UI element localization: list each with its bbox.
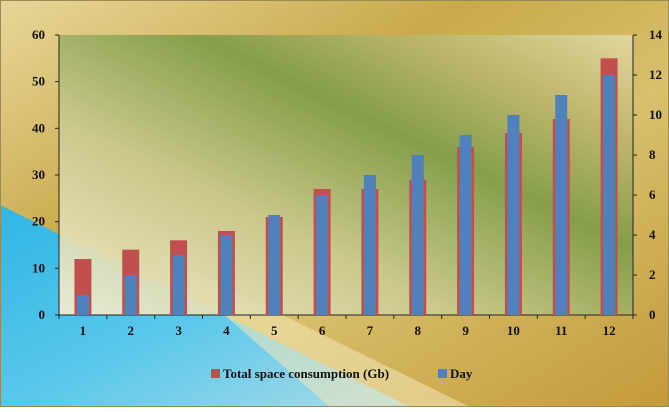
x-tick-label: 7: [367, 323, 374, 338]
right-tick-label: 6: [649, 187, 656, 202]
bar-day: [363, 175, 376, 315]
x-tick-label: 9: [462, 323, 469, 338]
right-tick-label: 12: [649, 67, 662, 82]
left-axis-ticks: 0 10 20 30 40 50 60: [32, 27, 59, 322]
right-tick-label: 4: [649, 227, 656, 242]
bar-day: [316, 195, 329, 315]
right-tick-label: 8: [649, 147, 656, 162]
right-axis-ticks: 0 2 4 6 8 10 12 14: [633, 27, 663, 322]
left-tick-label: 0: [39, 307, 46, 322]
x-tick-label: 4: [223, 323, 230, 338]
bar-day: [220, 235, 233, 315]
right-tick-label: 2: [649, 267, 656, 282]
x-tick-label: 6: [319, 323, 326, 338]
right-tick-label: 10: [649, 107, 662, 122]
bar-day: [459, 135, 472, 315]
legend: Total space consumption (Gb) Day: [211, 366, 473, 381]
legend-label-total-space: Total space consumption (Gb): [223, 366, 389, 381]
right-tick-label: 0: [649, 307, 656, 322]
left-tick-label: 40: [32, 120, 45, 135]
plot-area: [59, 35, 633, 315]
x-tick-label: 10: [507, 323, 520, 338]
legend-label-day: Day: [450, 366, 473, 381]
bar-day: [268, 215, 281, 315]
x-tick-label: 2: [128, 323, 135, 338]
bar-day: [411, 155, 424, 315]
left-tick-label: 20: [32, 214, 45, 229]
left-tick-label: 10: [32, 260, 45, 275]
left-tick-label: 50: [32, 74, 45, 89]
left-tick-label: 30: [32, 167, 45, 182]
right-tick-label: 14: [649, 27, 663, 42]
bar-day: [507, 115, 520, 315]
x-tick-label: 11: [555, 323, 567, 338]
bar-day: [555, 95, 568, 315]
bar-day: [76, 295, 89, 315]
x-tick-label: 8: [415, 323, 422, 338]
bar-day: [124, 275, 137, 315]
x-tick-label: 12: [603, 323, 616, 338]
x-tick-label: 5: [271, 323, 278, 338]
left-tick-label: 60: [32, 27, 45, 42]
x-tick-label: 3: [175, 323, 182, 338]
series-day-bars: [76, 75, 616, 315]
x-axis-ticks: 1 2 3 4 5 6 7 8 9 10 11 12: [58, 315, 634, 338]
legend-swatch-total-space: [211, 369, 220, 378]
bar-day: [603, 75, 616, 315]
legend-swatch-day: [438, 369, 447, 378]
x-tick-label: 1: [80, 323, 87, 338]
bar-day: [172, 255, 185, 315]
